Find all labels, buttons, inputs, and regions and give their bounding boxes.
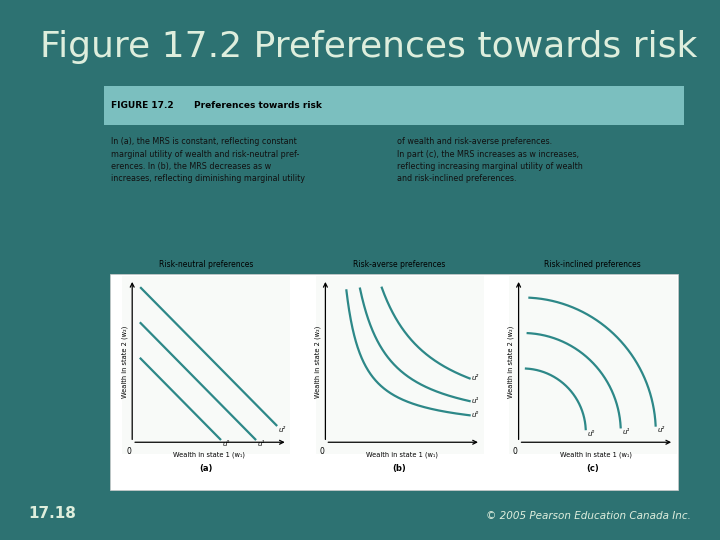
Text: of wealth and risk-averse preferences.
In part (c), the MRS increases as w incre: of wealth and risk-averse preferences. I… [397,137,583,183]
Text: Risk-inclined preferences: Risk-inclined preferences [544,260,642,269]
Text: u¹: u¹ [472,398,479,404]
FancyBboxPatch shape [110,274,678,490]
Text: (b): (b) [392,463,407,472]
Text: (a): (a) [199,463,213,472]
Text: u¹: u¹ [623,429,630,435]
Text: 0: 0 [320,447,324,456]
Text: (c): (c) [586,463,599,472]
FancyBboxPatch shape [104,86,684,125]
Text: Wealth in state 2 (w₂): Wealth in state 2 (w₂) [315,325,321,397]
Text: Wealth in state 1 (w₁): Wealth in state 1 (w₁) [366,451,438,458]
Text: Risk-averse preferences: Risk-averse preferences [354,260,446,269]
Text: 17.18: 17.18 [29,506,76,521]
Text: 0: 0 [513,447,518,456]
Text: Preferences towards risk: Preferences towards risk [194,102,322,110]
Text: Wealth in state 1 (w₁): Wealth in state 1 (w₁) [559,451,631,458]
Text: In (a), the MRS is constant, reflecting constant
marginal utility of wealth and : In (a), the MRS is constant, reflecting … [112,137,305,183]
Text: u⁰: u⁰ [472,413,479,418]
Text: u¹: u¹ [257,441,265,447]
Text: Risk-neutral preferences: Risk-neutral preferences [159,260,253,269]
Text: u⁰: u⁰ [222,441,230,447]
Text: © 2005 Pearson Education Canada Inc.: © 2005 Pearson Education Canada Inc. [486,511,691,521]
Text: u²: u² [658,427,665,433]
Text: u²: u² [279,427,286,433]
Text: Wealth in state 2 (w₂): Wealth in state 2 (w₂) [121,325,127,397]
Text: FIGURE 17.2: FIGURE 17.2 [112,102,174,110]
Text: 0: 0 [126,447,131,456]
Text: Wealth in state 2 (w₂): Wealth in state 2 (w₂) [508,325,514,397]
Text: Figure 17.2 Preferences towards risk: Figure 17.2 Preferences towards risk [40,30,697,64]
Text: u⁰: u⁰ [588,430,595,436]
Text: Wealth in state 1 (w₁): Wealth in state 1 (w₁) [174,451,246,458]
Text: u²: u² [472,375,479,381]
